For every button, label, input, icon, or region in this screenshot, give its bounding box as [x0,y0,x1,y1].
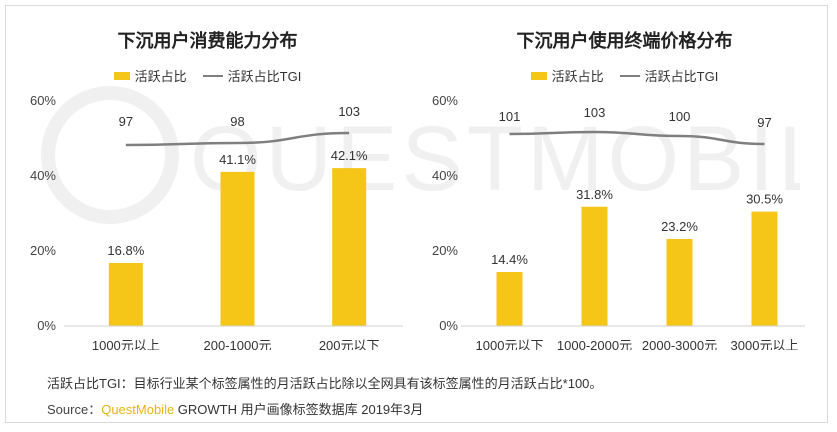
tgi-value-label: 103 [338,104,360,119]
x-tick-label: 2000-3000元 [642,338,717,350]
tgi-line [509,130,765,146]
bar [220,171,255,326]
x-tick-label: 3000元以上 [731,338,799,350]
legend-bar-swatch [530,71,547,80]
chart-plot: 0% 20% 40% 60% 16.8% 1000元以上 41.1% 200-1000元 42.… [30,93,403,350]
y-tick-label: 60% [30,93,56,108]
tgi-value-label: 97 [757,115,771,130]
bar [751,211,778,326]
chart-title: 下沉用户使用终端价格分布 [516,31,733,51]
tgi-definition-note: 活跃占比TGI：目标行业某个标签属性的月活跃占比除以全网具有该标签属性的月活跃占… [47,376,603,391]
tgi-line [125,131,350,147]
bar [108,263,143,326]
chart-plot: 0% 20% 40% 60% 14.4% 1000元以下 31.8% 1000-2000元 23… [432,93,805,350]
x-tick-label: 1000-2000元 [557,338,632,350]
bar [666,239,693,326]
source-line: Source：QuestMobile GROWTH 用户画像标签数据库 2019… [47,399,423,418]
source-detail: GROWTH 用户画像标签数据库 2019年3月 [174,402,424,417]
legend-line-swatch [619,74,640,77]
bar-value-label: 31.8% [576,187,613,202]
bar-value-label: 30.5% [746,192,783,207]
chart-title: 下沉用户消费能力分布 [117,31,298,51]
bar [496,272,523,326]
bar-value-label: 14.4% [491,252,528,267]
chart-legend: 活跃占比 活跃占比TGI [412,66,837,85]
tgi-value-label: 97 [119,114,133,129]
y-tick-label: 20% [30,243,56,258]
y-tick-label: 40% [30,168,56,183]
chart-consumption-ability: 下沉用户消费能力分布 活跃占比 活跃占比TGI 0% 20% 40% 60% 16.8%… [0,0,415,350]
y-tick-label: 60% [432,93,458,108]
tgi-value-label: 101 [499,109,521,124]
source-brand: QuestMobile [101,402,175,417]
legend-bar-swatch [113,71,130,80]
tgi-value-label: 103 [584,105,606,120]
chart-legend: 活跃占比 活跃占比TGI [0,66,415,85]
x-tick-label: 200元以下 [319,338,380,350]
tgi-value-label: 100 [669,109,691,124]
y-tick-label: 20% [432,243,458,258]
bar [332,168,367,326]
legend-line-label: 活跃占比TGI [644,69,719,84]
legend-line-label: 活跃占比TGI [227,69,302,84]
source-label: Source： [47,402,102,417]
legend-bar-label: 活跃占比 [551,69,604,84]
bar-value-label: 16.8% [107,243,144,258]
x-tick-label: 1000元以上 [92,338,160,350]
x-tick-label: 1000元以下 [476,338,544,350]
chart-device-price: 下沉用户使用终端价格分布 活跃占比 活跃占比TGI 0% 20% 40% 60% 14.… [412,0,837,350]
y-tick-label: 0% [439,318,458,333]
legend-bar-label: 活跃占比 [134,69,187,84]
bar-value-label: 41.1% [219,152,256,167]
bar [581,206,608,326]
legend-line-swatch [202,74,223,77]
bar-value-label: 23.2% [661,219,698,234]
y-tick-label: 0% [37,318,56,333]
tgi-value-label: 98 [230,114,244,129]
bar-value-label: 42.1% [331,148,368,163]
y-tick-label: 40% [432,168,458,183]
x-tick-label: 200-1000元 [204,338,272,350]
